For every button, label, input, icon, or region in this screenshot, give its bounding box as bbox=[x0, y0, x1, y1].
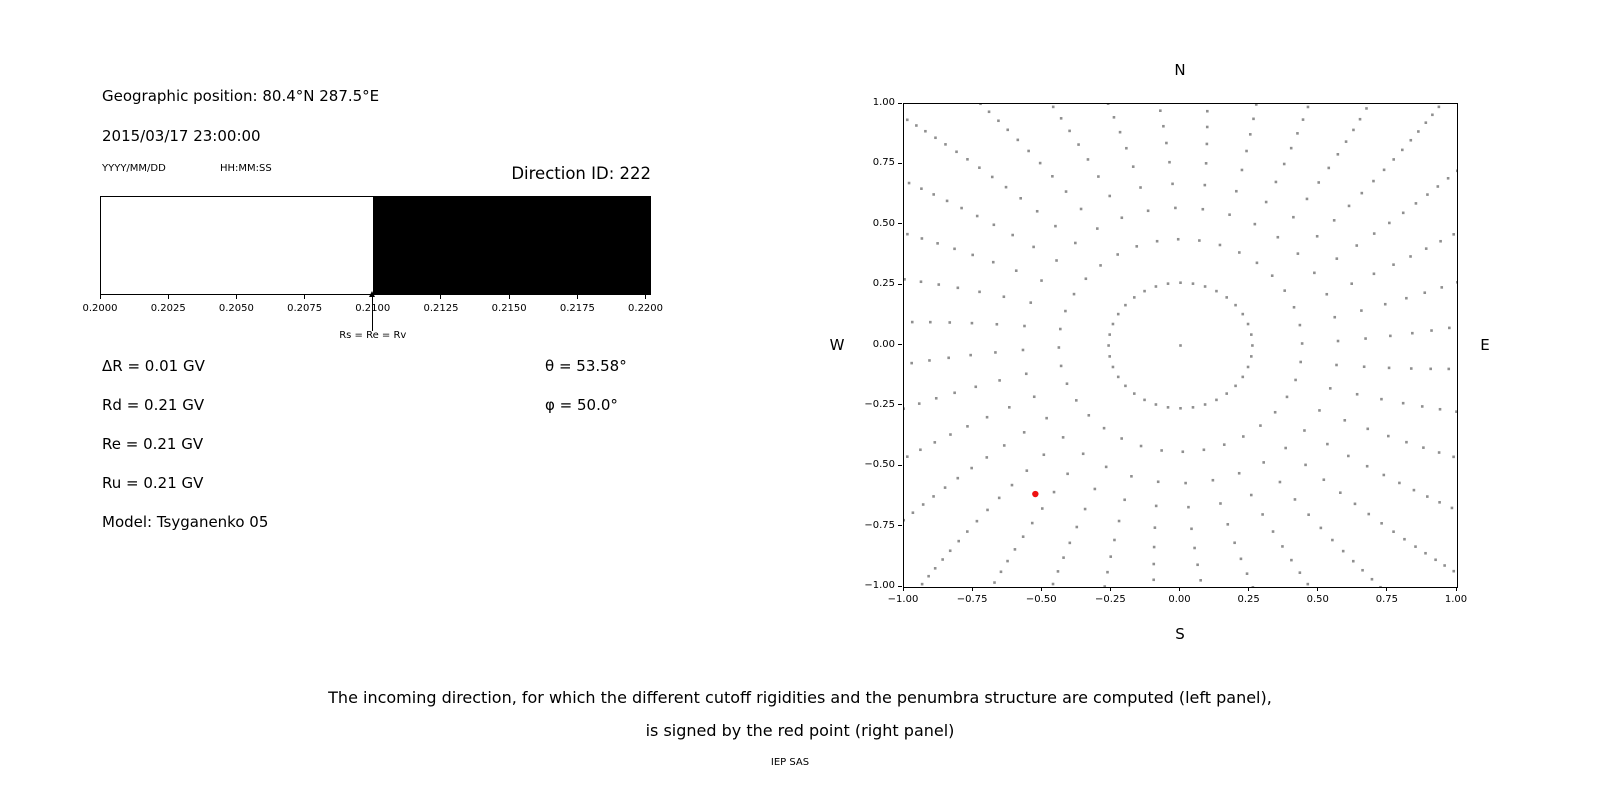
scatter-y-tick-label: 1.00 bbox=[872, 97, 895, 108]
scatter-y-tick bbox=[898, 464, 902, 466]
penumbra-x-tick-label: 0.2050 bbox=[218, 303, 254, 314]
time-format-label: HH:MM:SS bbox=[220, 163, 272, 174]
scatter-y-tick bbox=[898, 585, 902, 587]
scatter-y-tick-label: 0.00 bbox=[872, 338, 895, 350]
scatter-y-tick-label: 0.50 bbox=[872, 217, 895, 229]
penumbra-x-tick-label: 0.2100 bbox=[355, 303, 391, 314]
forbidden-band bbox=[372, 197, 650, 294]
scatter-x-tick bbox=[1109, 587, 1111, 591]
penumbra-x-tick-label: 0.2175 bbox=[559, 303, 595, 314]
penumbra-x-tick-label: 0.2200 bbox=[628, 303, 664, 314]
penumbra-x-tick-label: 0.2125 bbox=[423, 303, 459, 314]
cutoff-arrow-label: Rs = Re = Rv bbox=[339, 330, 407, 341]
datetime-text: 2015/03/17 23:00:00 bbox=[102, 127, 261, 145]
scatter-x-tick bbox=[1248, 587, 1250, 591]
penumbra-x-tick bbox=[372, 295, 374, 299]
penumbra-x-tick bbox=[576, 295, 578, 299]
scatter-x-tick bbox=[1317, 587, 1319, 591]
penumbra-x-tick-label: 0.2075 bbox=[287, 303, 323, 314]
penumbra-x-tick bbox=[440, 295, 442, 299]
south-label: S bbox=[1175, 625, 1185, 643]
scatter-y-tick bbox=[898, 404, 902, 406]
param-rd: Rd = 0.21 GV bbox=[102, 396, 205, 414]
scatter-y-tick bbox=[898, 344, 902, 345]
scatter-x-tick bbox=[1040, 587, 1042, 591]
penumbra-x-tick bbox=[304, 295, 306, 299]
scatter-x-tick-label: −1.00 bbox=[887, 594, 919, 605]
penumbra-axes-box bbox=[100, 196, 651, 295]
penumbra-x-tick bbox=[167, 295, 169, 299]
scatter-x-tick bbox=[971, 587, 973, 591]
selected-direction-red-point bbox=[1032, 490, 1039, 498]
scatter-x-tick-label: −0.50 bbox=[1025, 594, 1057, 605]
direction-grid-scatter bbox=[896, 97, 1465, 594]
scatter-x-tick-label: 0.25 bbox=[1237, 594, 1260, 605]
penumbra-x-tick bbox=[645, 295, 647, 299]
scatter-x-tick-label: 1.00 bbox=[1444, 594, 1468, 605]
param-model: Model: Tsyganenko 05 bbox=[102, 513, 269, 531]
scatter-y-tick bbox=[898, 525, 902, 527]
date-format-label: YYYY/MM/DD bbox=[102, 163, 166, 174]
scatter-x-tick bbox=[1455, 587, 1457, 591]
penumbra-x-tick-label: 0.2150 bbox=[491, 303, 527, 314]
scatter-x-tick bbox=[1179, 587, 1180, 591]
scatter-x-tick-label: −0.25 bbox=[1095, 594, 1126, 605]
scatter-y-tick bbox=[898, 102, 902, 104]
scatter-y-tick-label: −1.00 bbox=[864, 580, 895, 591]
credit-text: IEP SAS bbox=[770, 757, 810, 768]
scatter-x-tick-label: −0.75 bbox=[956, 594, 988, 605]
scatter-y-tick-label: −0.75 bbox=[864, 519, 895, 531]
penumbra-x-tick-label: 0.2025 bbox=[150, 303, 186, 314]
scatter-axes-box bbox=[896, 97, 1465, 594]
east-label: E bbox=[1480, 336, 1490, 354]
geographic-position-text: Geographic position: 80.4°N 287.5°E bbox=[102, 87, 380, 105]
caption-line-2: is signed by the red point (right panel) bbox=[645, 721, 955, 740]
scatter-y-tick-label: −0.25 bbox=[864, 398, 895, 410]
north-label: N bbox=[1174, 61, 1186, 79]
scatter-x-tick-label: 0.50 bbox=[1306, 594, 1329, 605]
penumbra-x-tick bbox=[508, 295, 510, 299]
direction-id-text: Direction ID: 222 bbox=[511, 164, 651, 183]
param-re: Re = 0.21 GV bbox=[102, 435, 204, 453]
scatter-x-tick bbox=[1386, 587, 1388, 591]
penumbra-x-tick bbox=[99, 295, 101, 299]
penumbra-x-tick bbox=[235, 295, 237, 299]
param-ru: Ru = 0.21 GV bbox=[102, 474, 204, 492]
caption-line-1: The incoming direction, for which the di… bbox=[328, 688, 1272, 707]
scatter-y-tick-label: 0.25 bbox=[872, 278, 895, 290]
west-label: W bbox=[829, 336, 845, 354]
cutoff-arrow-head bbox=[368, 291, 375, 297]
scatter-x-tick-label: 0.75 bbox=[1375, 594, 1398, 605]
scatter-y-tick-label: −0.50 bbox=[864, 459, 895, 471]
scatter-y-tick bbox=[898, 162, 902, 164]
penumbra-x-tick-label: 0.2000 bbox=[82, 303, 118, 314]
scatter-y-tick-label: 0.75 bbox=[872, 157, 895, 169]
param-phi: φ = 50.0° bbox=[545, 396, 618, 414]
param-delta-r: ΔR = 0.01 GV bbox=[102, 357, 205, 375]
scatter-y-tick bbox=[898, 283, 902, 285]
cutoff-arrow-line bbox=[372, 298, 374, 331]
param-theta: θ = 53.58° bbox=[545, 357, 627, 375]
scatter-x-tick-label: 0.00 bbox=[1168, 594, 1191, 605]
scatter-y-tick bbox=[898, 223, 902, 225]
scatter-x-tick bbox=[902, 587, 904, 591]
